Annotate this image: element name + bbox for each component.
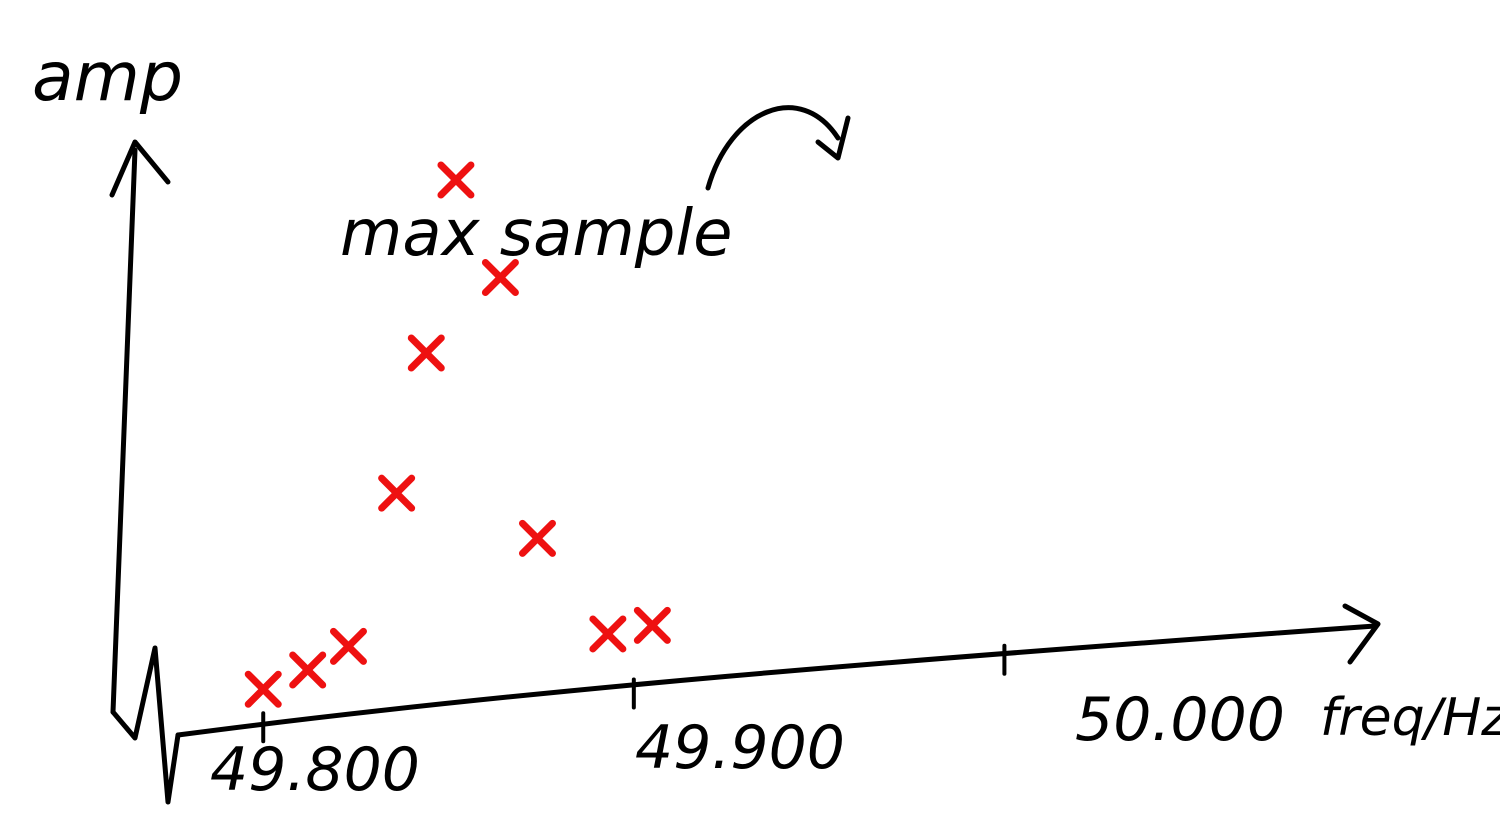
data-point-0 (244, 670, 282, 708)
data-point-7 (518, 519, 556, 557)
data-point-6 (481, 259, 519, 297)
data-point-5 (437, 161, 475, 199)
data-point-2 (329, 627, 367, 665)
data-point-8 (589, 615, 627, 653)
data-markers (244, 161, 671, 708)
data-point-1 (289, 651, 327, 689)
axis-break-squiggle (110, 645, 181, 805)
data-point-9 (633, 606, 671, 644)
y-axis-line (110, 147, 138, 715)
annotation-max-sample: max sample (340, 197, 732, 271)
data-point-3 (378, 474, 416, 512)
y-axis-arrowhead (109, 139, 171, 198)
annotation-arrowhead (815, 115, 851, 161)
x-axis-line (175, 623, 1378, 738)
x-tick-label-49800: 49.800 (210, 735, 420, 805)
annotation-arrow (705, 105, 841, 191)
y-axis-label: amp (32, 38, 183, 117)
x-axis-label: freq/Hz (1320, 688, 1500, 748)
x-tick-label-49900: 49.900 (635, 713, 845, 783)
data-point-4 (407, 334, 445, 372)
x-ticks (261, 643, 1007, 744)
x-tick-label-50000: 50.000 (1075, 685, 1285, 755)
x-axis-arrowhead (1342, 603, 1381, 665)
